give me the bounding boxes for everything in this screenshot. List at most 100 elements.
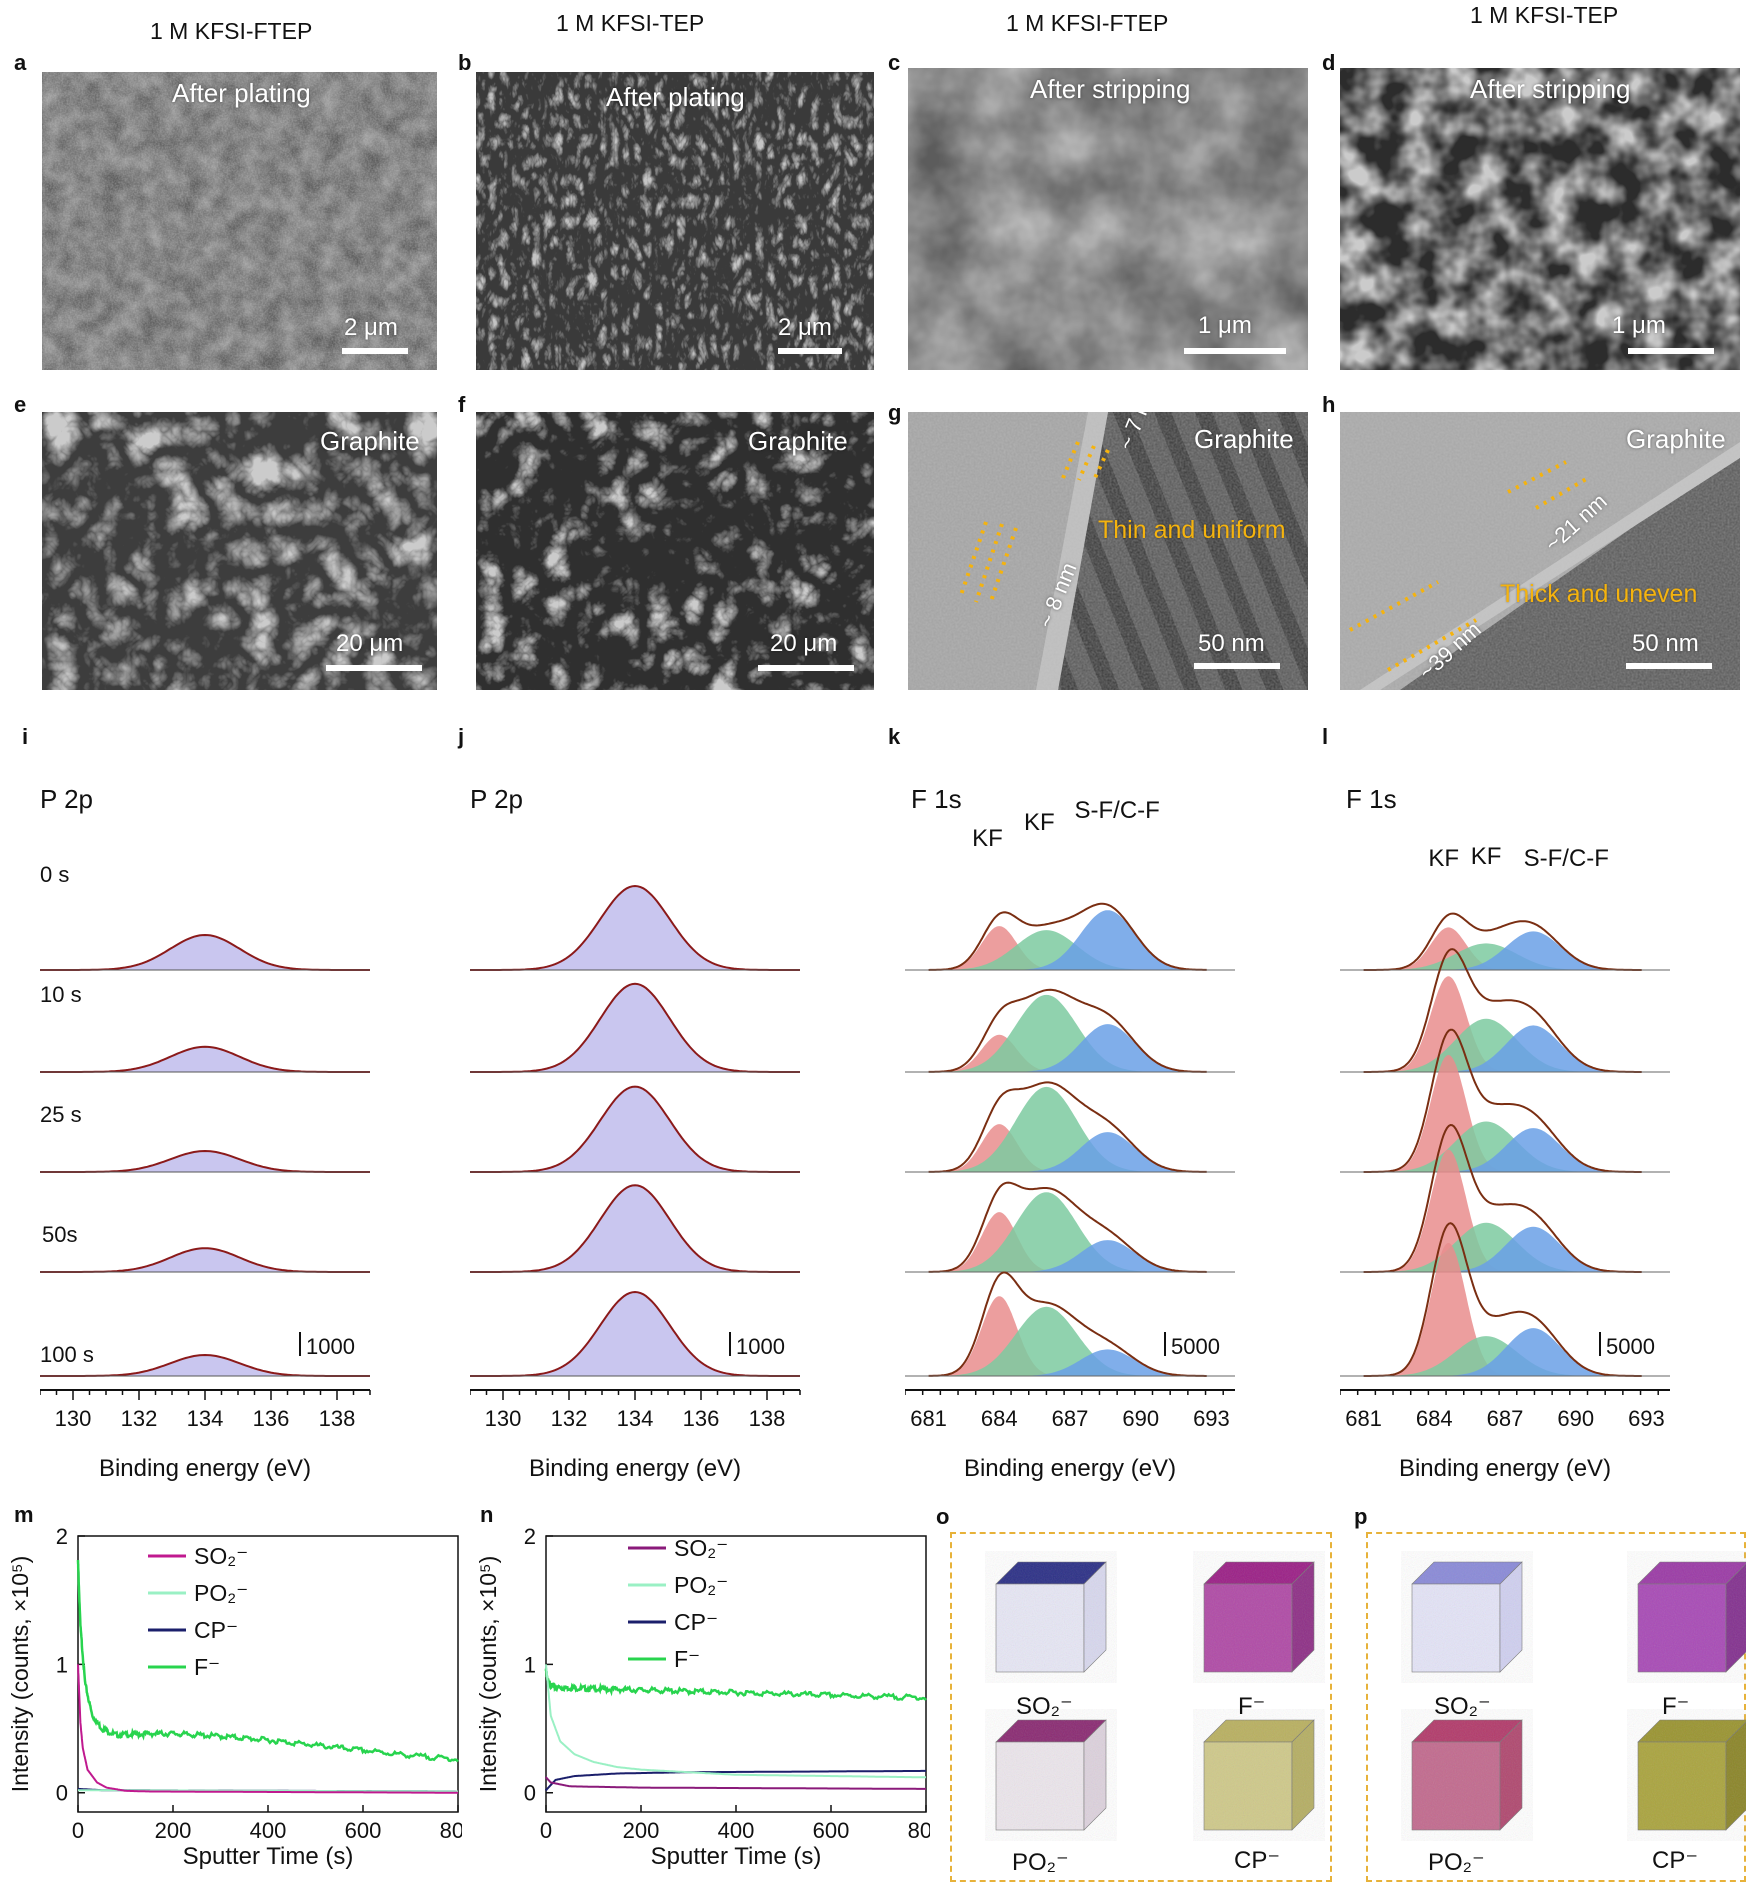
- series-line-n-0: [545, 1776, 926, 1790]
- cube-p-cp: [1637, 1719, 1746, 1831]
- cube-p-po2: [1411, 1719, 1523, 1831]
- xps-component-l-2-0: [1386, 1055, 1511, 1172]
- intensity-scale-label-i: 1000: [306, 1334, 355, 1359]
- xps-chart-j: P 2p 1000 130 132 134 136 138 Binding energy (e…: [470, 784, 801, 1482]
- xps-component-l-3-0: [1386, 1149, 1511, 1272]
- series-line-m-3: [76, 1559, 459, 1763]
- x-axis-label-k: Binding energy (eV): [964, 1455, 1176, 1482]
- scale-label-g: 50 nm: [1198, 630, 1265, 657]
- xps-component-k-2-1: [939, 1086, 1154, 1172]
- panel-letter-a: a: [14, 50, 27, 75]
- y-tick-label-n-2: 2: [524, 1524, 536, 1549]
- xps-fill-j-4: [470, 1292, 800, 1376]
- xps-chart-k: F 1s KF KF S-F/C-F 5000 681 684 687 690 693 Bindin…: [905, 784, 1235, 1482]
- series-line-n-2: [545, 1769, 926, 1792]
- xps-fit-j-3: [470, 1184, 800, 1273]
- scale-label-a: 2 μm: [344, 314, 398, 341]
- caption-h: Graphite: [1626, 424, 1726, 454]
- y-tick-label-m-2: 2: [56, 1524, 68, 1549]
- x-tick-label-n-0: 0: [540, 1818, 552, 1843]
- panel-letter-h: h: [1322, 392, 1336, 417]
- scale-bar-g: [1194, 663, 1280, 669]
- panel-letter-c: c: [888, 50, 901, 75]
- xps-chart-i: P 2p 0 s 10 s 25 s 50s 100 s 1000 130 132 134 136 1…: [40, 784, 371, 1482]
- xps-spectrum-k-1: [905, 988, 1235, 1073]
- xps-component-l-0-1: [1378, 943, 1594, 970]
- scale-bar-f: [758, 665, 854, 671]
- xps-component-k-0-2: [1012, 910, 1203, 970]
- sem-texture-f: [476, 412, 874, 690]
- xps-fill-j-3: [470, 1185, 800, 1272]
- panel-letter-d: d: [1322, 50, 1336, 75]
- xps-component-l-1-1: [1378, 1018, 1594, 1072]
- depth-label-4: 100 s: [40, 1342, 94, 1367]
- x-tick-label-n-4: 800: [908, 1818, 930, 1843]
- cube-o-cp: [1203, 1719, 1315, 1831]
- caption-e: Graphite: [320, 426, 420, 456]
- xps-fill-j-1: [470, 983, 800, 1072]
- scale-bar-c: [1184, 348, 1286, 354]
- sem-texture-b: [476, 72, 874, 370]
- cube-o-so2: [995, 1561, 1107, 1673]
- sem-image-c: After stripping 1 μm: [908, 68, 1308, 370]
- scale-label-b: 2 μm: [778, 314, 832, 341]
- sem-texture-d: [1340, 68, 1740, 370]
- xps-spectrum-l-2: [1340, 1028, 1670, 1173]
- xps-title-i: P 2p: [40, 784, 93, 814]
- xps-component-k-0-0: [937, 926, 1062, 970]
- peak-label-k-2: S-F/C-F: [1074, 797, 1159, 824]
- cube-o-f-speckle: [1204, 1562, 1314, 1672]
- cube-p-so2-speckle: [1412, 1562, 1522, 1672]
- x-tick-label-i-0: 130: [55, 1406, 92, 1431]
- scale-bar-h: [1626, 663, 1712, 669]
- x-tick-label-m-1: 200: [155, 1818, 192, 1843]
- x-tick-label-l-4: 693: [1628, 1406, 1665, 1431]
- scale-label-f: 20 μm: [770, 630, 838, 657]
- panel-letter-b: b: [458, 50, 472, 75]
- legend-label-n-2: CP⁻: [674, 1609, 718, 1635]
- depth-label-3: 50s: [42, 1222, 77, 1247]
- legend-label-m-3: F⁻: [194, 1654, 220, 1680]
- series-line-n-3: [544, 1668, 927, 1701]
- xps-envelope-l-1: [1363, 948, 1642, 1073]
- y-axis-label-m: Intensity (counts, ×10⁵): [7, 1556, 33, 1792]
- column-title-b: 1 M KFSI-TEP: [556, 10, 705, 36]
- x-axis-label-j: Binding energy (eV): [529, 1455, 741, 1482]
- cube-o-f: [1203, 1561, 1315, 1673]
- sem-image-a: After plating 2 μm: [42, 72, 437, 370]
- xps-title-j: P 2p: [470, 784, 523, 814]
- depth-profile-chart-m: 0 200 400 600 800 0 1 2 Sputter Time (s) Intensit…: [7, 1524, 462, 1870]
- x-tick-label-m-4: 800: [440, 1818, 462, 1843]
- tof-3d-box-o: [950, 1532, 1332, 1882]
- intensity-scale-label-l: 5000: [1606, 1334, 1655, 1359]
- xps-envelope-k-3: [928, 1181, 1207, 1273]
- xps-spectrum-k-3: [905, 1181, 1235, 1273]
- sem-image-b: After plating 2 μm: [476, 72, 874, 370]
- x-tick-label-i-1: 132: [121, 1406, 158, 1431]
- legend-label-m-0: SO₂⁻: [194, 1543, 248, 1569]
- xps-component-k-4-0: [937, 1296, 1062, 1376]
- y-tick-label-m-1: 1: [56, 1652, 68, 1677]
- x-tick-label-m-0: 0: [72, 1818, 84, 1843]
- xps-spectrum-j-0: [470, 884, 800, 971]
- caption-a: After plating: [172, 78, 311, 108]
- xps-spectrum-l-4: [1340, 1222, 1670, 1377]
- cube-p-po2-speckle: [1412, 1720, 1522, 1830]
- plot-frame-m: [77, 1535, 459, 1813]
- caption-c: After stripping: [1030, 74, 1191, 104]
- series-line-m-1: [78, 1789, 458, 1793]
- sem-image-f: Graphite 20 μm: [476, 412, 874, 690]
- xps-envelope-l-0: [1363, 912, 1642, 971]
- x-tick-label-n-2: 400: [718, 1818, 755, 1843]
- xps-component-l-3-2: [1438, 1226, 1629, 1272]
- panel-letter-e: e: [14, 392, 27, 417]
- series-line-m-0: [77, 1664, 458, 1794]
- xps-spectrum-i-0: [40, 933, 370, 971]
- depth-label-1: 10 s: [40, 982, 82, 1007]
- cube-label-p-so2: SO₂⁻: [1434, 1693, 1491, 1720]
- column-title-a: 1 M KFSI-FTEP: [150, 18, 313, 44]
- column-title-d: 1 M KFSI-TEP: [1470, 2, 1619, 28]
- y-tick-label-m-0: 0: [56, 1781, 68, 1806]
- sem-texture-e: [42, 412, 437, 690]
- xps-fill-i-2: [40, 1151, 370, 1172]
